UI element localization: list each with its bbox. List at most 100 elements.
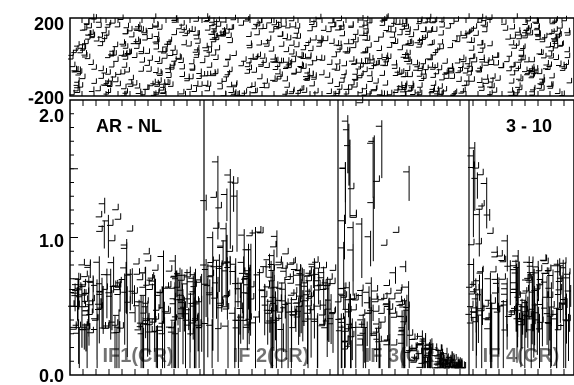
data-point bbox=[382, 80, 389, 86]
data-point bbox=[165, 321, 173, 328]
data-point bbox=[315, 13, 322, 20]
data-point bbox=[551, 17, 558, 23]
data-point bbox=[438, 43, 444, 50]
data-point bbox=[113, 56, 119, 62]
data-point bbox=[358, 21, 365, 28]
data-point bbox=[362, 47, 369, 54]
data-point bbox=[352, 75, 359, 81]
data-point bbox=[484, 322, 491, 330]
data-point bbox=[78, 323, 85, 330]
data-point bbox=[425, 16, 431, 23]
data-point bbox=[107, 81, 113, 87]
data-point bbox=[296, 290, 304, 297]
data-point bbox=[210, 50, 217, 56]
data-point bbox=[156, 286, 163, 293]
data-point bbox=[416, 89, 423, 96]
data-point bbox=[97, 32, 103, 38]
data-point bbox=[362, 15, 369, 22]
data-point bbox=[209, 34, 216, 40]
data-point bbox=[79, 45, 86, 51]
data-point bbox=[363, 296, 371, 304]
data-point bbox=[115, 80, 121, 87]
data-point bbox=[401, 49, 408, 55]
data-point bbox=[547, 269, 554, 276]
data-point bbox=[70, 323, 77, 330]
data-point bbox=[68, 50, 74, 56]
data-point bbox=[358, 30, 365, 36]
data-point bbox=[272, 64, 279, 70]
data-point bbox=[236, 302, 244, 309]
data-point bbox=[308, 70, 314, 77]
data-point bbox=[226, 81, 233, 88]
window-label: IF 4(CR) bbox=[483, 345, 560, 367]
data-point bbox=[529, 71, 535, 77]
data-point bbox=[220, 222, 227, 230]
data-point bbox=[101, 27, 107, 34]
data-point bbox=[417, 35, 423, 42]
data-point bbox=[545, 42, 551, 48]
data-point bbox=[367, 137, 374, 144]
data-point bbox=[454, 58, 461, 64]
data-point bbox=[439, 22, 445, 28]
data-point bbox=[477, 168, 484, 176]
data-point bbox=[266, 271, 274, 278]
data-point bbox=[114, 288, 121, 295]
data-point bbox=[103, 89, 109, 95]
data-point bbox=[139, 267, 146, 274]
data-point bbox=[202, 80, 209, 86]
data-point bbox=[420, 34, 426, 40]
data-point bbox=[86, 22, 92, 29]
data-point bbox=[134, 83, 141, 89]
data-point bbox=[548, 45, 554, 52]
data-point bbox=[456, 30, 462, 37]
data-point bbox=[176, 289, 184, 296]
data-point bbox=[297, 51, 303, 58]
data-point bbox=[487, 227, 494, 234]
data-point bbox=[381, 54, 388, 61]
data-point bbox=[556, 31, 562, 37]
data-point bbox=[355, 218, 363, 225]
data-point bbox=[423, 349, 431, 356]
data-point bbox=[186, 84, 192, 90]
data-point bbox=[539, 85, 545, 91]
data-point bbox=[392, 87, 399, 93]
data-point bbox=[87, 275, 94, 282]
data-point bbox=[351, 74, 358, 80]
data-point bbox=[453, 358, 460, 366]
data-point bbox=[202, 42, 208, 49]
data-point bbox=[184, 266, 191, 274]
data-point bbox=[268, 249, 275, 257]
data-point bbox=[143, 318, 151, 325]
data-point bbox=[199, 57, 206, 64]
data-point bbox=[521, 296, 529, 304]
data-point bbox=[510, 33, 516, 39]
data-point bbox=[232, 321, 240, 329]
data-point bbox=[290, 293, 297, 301]
data-point bbox=[209, 29, 216, 35]
data-point bbox=[287, 270, 294, 278]
data-point bbox=[137, 296, 144, 303]
data-point bbox=[205, 81, 212, 87]
panel-label-ar-nl: AR - NL bbox=[96, 116, 162, 136]
data-point bbox=[74, 273, 82, 280]
data-point bbox=[206, 286, 213, 294]
data-point bbox=[160, 82, 166, 88]
data-point bbox=[73, 80, 80, 86]
data-point bbox=[305, 269, 312, 277]
data-point bbox=[121, 51, 127, 57]
data-point bbox=[535, 322, 543, 330]
data-point bbox=[505, 34, 511, 40]
data-point bbox=[420, 69, 426, 75]
panel-label-3-10: 3 - 10 bbox=[506, 116, 552, 136]
data-point bbox=[217, 241, 224, 248]
data-point bbox=[397, 328, 405, 336]
data-point bbox=[431, 16, 438, 23]
data-point bbox=[513, 65, 519, 72]
data-point bbox=[272, 76, 278, 82]
data-point bbox=[338, 316, 345, 323]
data-point bbox=[144, 84, 150, 90]
data-point bbox=[357, 329, 364, 336]
data-point bbox=[108, 49, 114, 56]
data-point bbox=[460, 56, 467, 63]
